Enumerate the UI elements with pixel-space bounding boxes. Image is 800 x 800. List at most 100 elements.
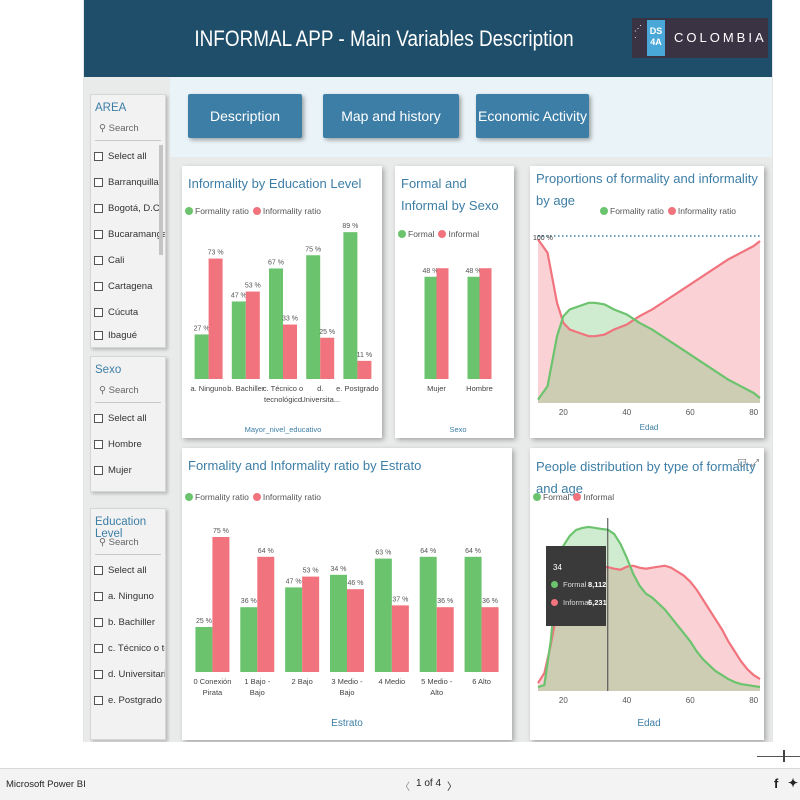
- checkbox-icon[interactable]: [94, 643, 103, 653]
- slicer-area-title: AREA: [95, 102, 127, 114]
- checkbox-icon[interactable]: [94, 591, 103, 601]
- slicer-area-item[interactable]: Bogotá, D.C: [91, 195, 165, 221]
- slicer-education-item[interactable]: e. Postgrado: [91, 687, 165, 713]
- logo-text: COLOMBIA: [674, 30, 767, 45]
- facebook-icon[interactable]: f: [774, 776, 779, 791]
- legend-formal-dot: [185, 207, 193, 215]
- slicer-education-item[interactable]: b. Bachiller: [91, 609, 165, 635]
- checkbox-icon[interactable]: [94, 281, 103, 291]
- legend-formal-dot: [185, 493, 193, 501]
- checkbox-icon[interactable]: [94, 669, 103, 679]
- slicer-area: AREA ⚲ Search Select all Barranquilla Bo…: [90, 94, 166, 348]
- data-label: 36 %: [241, 598, 257, 605]
- twitter-icon[interactable]: ✦: [788, 776, 799, 790]
- x-tick-label: c. Técnico o: [263, 384, 303, 393]
- slicer-education-item[interactable]: Select all: [91, 557, 165, 583]
- bar-formal: [424, 276, 437, 379]
- search-icon: ⚲: [99, 385, 109, 396]
- bar-formal: [194, 334, 209, 379]
- legend-formal-dot: [533, 493, 541, 501]
- slicer-education-item[interactable]: d. Universitario: [91, 661, 165, 687]
- checkbox-icon[interactable]: [94, 255, 103, 265]
- bar-informal: [481, 607, 499, 672]
- checkbox-icon[interactable]: [94, 229, 103, 239]
- legend-label: Informality ratio: [262, 206, 321, 216]
- tab-description[interactable]: Description: [188, 94, 302, 138]
- data-label: 47 %: [231, 292, 247, 299]
- slicer-area-item[interactable]: Cali: [91, 247, 165, 273]
- tab-map-and-history[interactable]: Map and history: [323, 94, 459, 138]
- slicer-area-item-label: Ibagué: [108, 329, 138, 341]
- data-label: 34 %: [331, 566, 347, 573]
- checkbox-icon[interactable]: [94, 465, 103, 475]
- zoom-slider-track[interactable]: [757, 756, 800, 757]
- checkbox-icon[interactable]: [94, 695, 103, 705]
- checkbox-icon[interactable]: [94, 203, 103, 213]
- x-axis-title: Mayor_nivel_educativo: [245, 425, 322, 434]
- slicer-sexo-item[interactable]: Select all: [91, 405, 165, 431]
- slicer-sexo-item[interactable]: Hombre: [91, 431, 165, 457]
- x-tick-label: Universita...: [300, 395, 340, 404]
- slicer-area-item[interactable]: Ibagué: [91, 325, 165, 345]
- bar-formal: [306, 255, 321, 379]
- slicer-education-item-label: e. Postgrado: [108, 694, 162, 706]
- slicer-area-item-label: Cúcuta: [108, 306, 139, 318]
- legend-label: Informality ratio: [677, 206, 736, 216]
- legend-label: Formality ratio: [195, 206, 249, 216]
- checkbox-icon[interactable]: [94, 151, 103, 161]
- slicer-sexo-item[interactable]: Mujer: [91, 457, 165, 483]
- slicer-area-item[interactable]: Select all: [91, 143, 165, 169]
- checkbox-icon[interactable]: [94, 413, 103, 423]
- slicer-education-item[interactable]: a. Ninguno: [91, 583, 165, 609]
- checkbox-icon[interactable]: [94, 617, 103, 627]
- focus-mode-icon[interactable]: ⤢: [751, 458, 759, 469]
- slicer-education-item-label: Select all: [108, 564, 147, 576]
- x-tick-label: tecnológico: [264, 395, 302, 404]
- report-header: INFORMAL APP - Main Variables Descriptio…: [84, 0, 772, 77]
- slicer-sexo-item-label: Hombre: [108, 438, 142, 450]
- slicer-area-scrollbar[interactable]: [159, 145, 163, 255]
- x-tick-label: e. Postgrado: [336, 384, 379, 393]
- card-education-chart: Informality by Education Level Formality…: [182, 166, 382, 438]
- legend-label: Formal: [408, 229, 435, 239]
- chart-legend: Formal Informal: [398, 229, 483, 239]
- slicer-area-item[interactable]: Cúcuta: [91, 299, 165, 325]
- legend-formal-dot: [398, 230, 406, 238]
- slicer-education-item[interactable]: c. Técnico o tecno...: [91, 635, 165, 661]
- checkbox-icon[interactable]: [94, 565, 103, 575]
- slicer-education-title: Education Level: [95, 516, 147, 540]
- data-label: 25 %: [319, 329, 335, 336]
- data-label: 75 %: [305, 246, 321, 253]
- prev-page-icon[interactable]: 〈: [400, 782, 410, 793]
- slicer-area-item[interactable]: Cartagena: [91, 273, 165, 299]
- slicer-area-search[interactable]: ⚲ Search: [95, 119, 161, 141]
- data-label: 53 %: [245, 283, 261, 290]
- filter-icon[interactable]: ⛉: [738, 458, 747, 470]
- legend-formal-dot: [600, 207, 608, 215]
- x-tick-label: 1 Bajo -: [244, 677, 270, 686]
- slicer-sexo-search[interactable]: ⚲ Search: [95, 381, 161, 403]
- zoom-slider-thumb[interactable]: [783, 750, 785, 762]
- slicer-area-item[interactable]: Barranquilla: [91, 169, 165, 195]
- next-page-icon[interactable]: 〉: [447, 782, 458, 793]
- checkbox-icon[interactable]: [94, 177, 103, 187]
- tab-economic-activity[interactable]: Economic Activity: [476, 94, 589, 138]
- bar-formal: [231, 301, 246, 379]
- data-label: 64 %: [258, 548, 274, 555]
- checkbox-icon[interactable]: [94, 330, 103, 340]
- slicer-education-search[interactable]: ⚲ Search: [95, 533, 161, 555]
- slicer-area-item[interactable]: Bucaramanga: [91, 221, 165, 247]
- tooltip-informal-dot: [551, 599, 558, 606]
- logo-badge-line2: 4A: [650, 37, 662, 47]
- proportions-area-chart: 20 40 60 80 Edad 100 %: [533, 235, 761, 432]
- tooltip-row-informal: Informal 6,231: [551, 598, 607, 607]
- bar-informal: [391, 605, 409, 672]
- legend-informal-dot: [438, 230, 447, 238]
- x-tick-label: 4 Medio: [379, 677, 406, 686]
- checkbox-icon[interactable]: [94, 439, 103, 449]
- data-label: 46 %: [348, 580, 364, 587]
- slicer-sexo-search-placeholder: Search: [108, 385, 139, 396]
- checkbox-icon[interactable]: [94, 307, 103, 317]
- line-formal: [537, 301, 761, 401]
- data-label: 37 %: [392, 596, 408, 603]
